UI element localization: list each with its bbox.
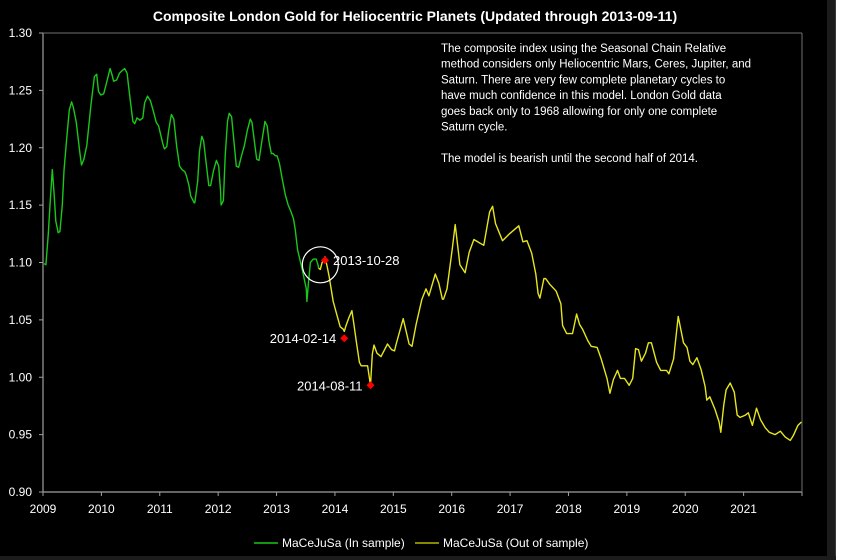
y-tick-label: 1.05	[9, 313, 33, 327]
series-line-out-of-sample	[318, 205, 802, 442]
data-marker	[366, 381, 375, 390]
x-tick-label: 2021	[730, 502, 757, 516]
x-tick-label: 2011	[147, 502, 173, 516]
y-tick-label: 0.90	[9, 485, 33, 499]
y-tick-label: 1.30	[9, 26, 33, 40]
legend-label-out-of-sample: MaCeJuSa (Out of sample)	[443, 536, 588, 550]
window-border-right	[827, 0, 836, 560]
y-tick-label: 1.10	[9, 256, 33, 270]
x-tick-label: 2016	[438, 502, 465, 516]
annotation-line: The model is bearish until the second ha…	[441, 153, 698, 165]
marker-label: 2014-02-14	[270, 331, 337, 346]
x-tick-label: 2012	[205, 502, 232, 516]
y-tick-label: 1.20	[9, 141, 33, 155]
x-tick-label: 2018	[555, 502, 582, 516]
annotation-line: Saturn cycle.	[441, 122, 507, 134]
annotation-line: method considers only Heliocentric Mars,…	[441, 59, 751, 71]
x-tick-label: 2014	[322, 502, 349, 516]
chart-title: Composite London Gold for Heliocentric P…	[153, 8, 677, 24]
window-border-bottom	[0, 556, 836, 560]
annotation-line: goes back only to 1968 allowing for only…	[441, 106, 717, 118]
x-tick-label: 2013	[263, 502, 290, 516]
marker-label: 2013-10-28	[333, 253, 400, 268]
series-line-in-sample	[43, 67, 320, 303]
y-tick-label: 1.15	[9, 198, 33, 212]
data-marker	[320, 256, 329, 265]
highlight-circle	[301, 246, 339, 284]
x-tick-label: 2020	[672, 502, 699, 516]
annotation-text-block: The composite index using the Seasonal C…	[441, 43, 751, 165]
marker-label: 2014-08-11	[297, 378, 363, 393]
legend-label-in-sample: MaCeJuSa (In sample)	[282, 536, 405, 550]
x-tick-label: 2019	[613, 502, 640, 516]
annotation-line: The composite index using the Seasonal C…	[441, 43, 726, 55]
x-axis: 2009 2010 2011 2012 2013 2014 2015 2016 2017 2018…	[30, 492, 803, 516]
x-tick-label: 2010	[88, 502, 115, 516]
legend: MaCeJuSa (In sample) MaCeJuSa (Out of sa…	[254, 536, 588, 550]
annotation-line: have much confidence in this model. Lond…	[441, 90, 722, 102]
x-tick-label: 2017	[497, 502, 524, 516]
y-tick-label: 1.00	[9, 370, 33, 384]
annotation-line: Saturn. There are very few complete plan…	[441, 74, 725, 86]
y-tick-label: 0.95	[9, 428, 33, 442]
y-tick-label: 1.25	[9, 83, 33, 97]
x-tick-label: 2009	[30, 502, 57, 516]
x-tick-label: 2015	[380, 502, 407, 516]
data-marker	[340, 334, 349, 343]
series-group	[43, 67, 802, 442]
annotations: 2013-10-28 2014-02-14 2014-08-11	[270, 246, 400, 393]
y-axis: 1.30 1.25 1.20 1.15 1.10 1.05 1.00 0.95 0.90	[9, 26, 43, 499]
